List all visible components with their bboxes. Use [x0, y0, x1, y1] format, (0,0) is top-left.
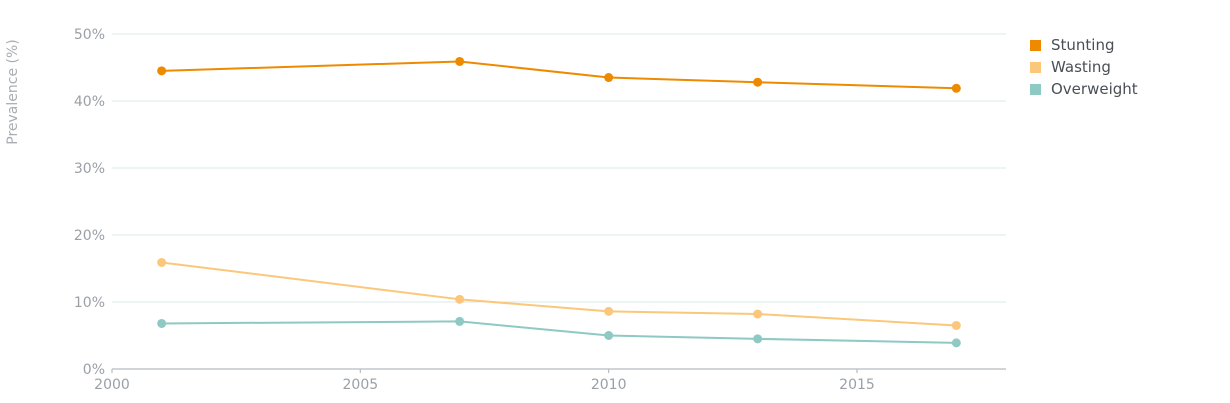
data-point[interactable] — [604, 73, 614, 83]
data-point[interactable] — [455, 56, 465, 66]
data-point[interactable] — [951, 320, 961, 330]
data-point[interactable] — [753, 334, 763, 344]
x-tick-label: 2010 — [591, 377, 627, 393]
data-point[interactable] — [753, 309, 763, 319]
legend-swatch — [1030, 83, 1041, 95]
series-line — [161, 60, 957, 90]
data-point[interactable] — [753, 77, 763, 87]
y-tick-label: 30% — [74, 161, 105, 177]
data-point[interactable] — [604, 331, 614, 340]
series-stunting — [157, 56, 961, 93]
data-point[interactable] — [951, 338, 961, 348]
data-point[interactable] — [455, 294, 465, 304]
data-point[interactable] — [157, 318, 167, 328]
data-point[interactable] — [157, 257, 167, 267]
x-tick-label: 2015 — [839, 377, 875, 393]
legend-item-wasting[interactable]: Wasting — [1030, 56, 1138, 78]
legend-item-stunting[interactable]: Stunting — [1030, 34, 1138, 56]
y-tick-label: 0% — [83, 362, 105, 378]
legend-swatch — [1030, 61, 1041, 73]
y-tick-label: 50% — [74, 27, 105, 43]
series-line — [161, 320, 957, 344]
legend-swatch — [1030, 39, 1041, 51]
y-tick-label: 20% — [74, 228, 105, 244]
data-point[interactable] — [604, 306, 614, 316]
series-layer — [157, 56, 961, 348]
data-point[interactable] — [951, 83, 961, 93]
data-point[interactable] — [455, 316, 465, 326]
series-overweight — [157, 316, 961, 348]
legend-label: Wasting — [1051, 58, 1111, 76]
data-point[interactable] — [157, 66, 167, 76]
y-tick-label: 40% — [74, 94, 105, 110]
y-tick-label: 10% — [74, 295, 105, 311]
series-wasting — [157, 257, 961, 330]
series-line — [161, 261, 957, 327]
x-tick-label: 2005 — [343, 377, 379, 393]
legend-label: Overweight — [1051, 80, 1138, 98]
grid-lines — [112, 33, 1006, 303]
axes: 0% 10% 20% 30% 40% 50% 2000 2005 2010 2015 — [74, 27, 1006, 393]
legend-item-overweight[interactable]: Overweight — [1030, 78, 1138, 100]
y-axis-label: Prevalence (%) — [5, 39, 21, 145]
x-tick-label: 2000 — [94, 377, 130, 393]
legend: Stunting Wasting Overweight — [1030, 34, 1138, 100]
legend-label: Stunting — [1051, 36, 1115, 54]
